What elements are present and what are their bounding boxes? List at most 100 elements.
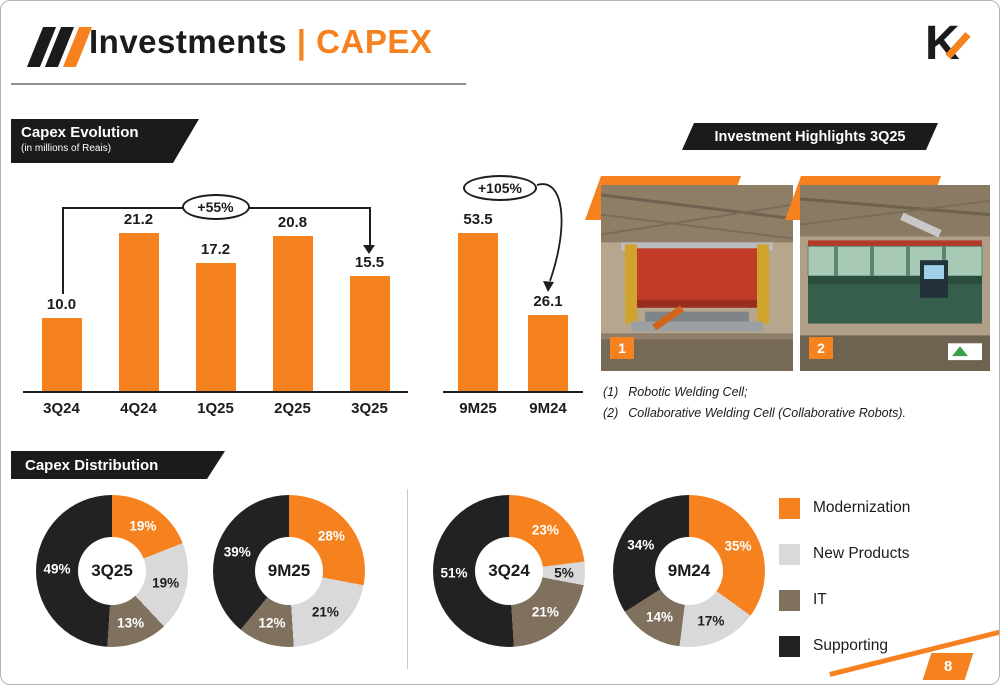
company-logo: K bbox=[925, 15, 979, 73]
capex-evolution-charts: 10.0 3Q24 21.2 4Q24 17.2 1Q25 20.8 2Q25 15.5 3Q25… bbox=[23, 175, 643, 433]
quarterly-capex-bar-chart: 10.0 3Q24 21.2 4Q24 17.2 1Q25 20.8 2Q25 15.5 3Q25… bbox=[23, 193, 408, 425]
bar-9M25 bbox=[458, 233, 498, 393]
capex-evolution-banner-title: Capex Evolution bbox=[21, 124, 139, 141]
x-axis-line bbox=[23, 391, 408, 393]
donut-center-label: 3Q25 bbox=[91, 561, 133, 580]
donut-segment-label: 13% bbox=[117, 615, 145, 631]
bar-category-label: 9M24 bbox=[529, 400, 567, 417]
photo-caption-2: (2) Collaborative Welding Cell (Collabora… bbox=[603, 406, 906, 420]
bar-category-label: 3Q24 bbox=[43, 400, 80, 417]
donut-segment-label: 14% bbox=[646, 609, 674, 625]
investment-highlights-banner: Investment Highlights 3Q25 bbox=[682, 123, 938, 150]
annotation-arrowhead-icon bbox=[362, 245, 375, 255]
annotation-bracket-right bbox=[368, 207, 371, 247]
donut-chart-9M25: 9M25 28% 21% 12% 39% bbox=[213, 495, 365, 647]
donut-segment-label: 19% bbox=[129, 518, 157, 533]
bar-value-label: 15.5 bbox=[354, 254, 385, 272]
x-axis-line bbox=[443, 391, 583, 393]
bar-value-label: 53.5 bbox=[463, 211, 493, 228]
legend-swatch-modernization bbox=[779, 497, 800, 519]
donut-segment-label: 34% bbox=[627, 537, 655, 552]
legend-label: New Products bbox=[813, 545, 910, 562]
bar-value-label: 20.8 bbox=[277, 214, 308, 232]
annotation-bracket-left bbox=[61, 207, 64, 294]
donut-hole: 3Q24 bbox=[475, 537, 543, 605]
legend-label: Modernization bbox=[813, 499, 911, 516]
bar-1Q25 bbox=[195, 263, 236, 393]
donut-center-label: 9M24 bbox=[667, 561, 711, 580]
bar-3Q24 bbox=[41, 317, 82, 393]
page-title-text: Investments bbox=[89, 23, 288, 60]
bar-3Q25 bbox=[349, 276, 390, 393]
donut-center-label: 3Q24 bbox=[488, 561, 530, 580]
annotation-label: +55% bbox=[181, 194, 250, 220]
legend-swatch-it bbox=[779, 589, 800, 611]
capex-distribution-banner: Capex Distribution bbox=[11, 451, 225, 479]
bar-category-label: 3Q25 bbox=[351, 400, 388, 417]
header-underline bbox=[11, 83, 466, 85]
donut-segment-label: 28% bbox=[317, 528, 345, 544]
legend-item-it: IT bbox=[779, 589, 910, 611]
bar-category-label: 4Q24 bbox=[120, 400, 157, 417]
photo-robotic-welding-cell: 1 bbox=[601, 185, 793, 371]
chart-legend: Modernization New Products IT Supporting bbox=[779, 497, 910, 657]
page-number-badge: 8 bbox=[922, 653, 974, 680]
bar-value-label: 10.0 bbox=[46, 295, 77, 313]
donut-segment-label: 39% bbox=[223, 544, 251, 560]
capex-evolution-banner-subtitle: (in millions of Reais) bbox=[21, 143, 112, 154]
legend-swatch-new-products bbox=[779, 543, 800, 565]
donut-segment-label: 49% bbox=[43, 561, 71, 577]
donut-chart-3Q25: 3Q25 19% 19% 13% 49% bbox=[36, 495, 188, 647]
donut-segment-label: 17% bbox=[697, 613, 725, 629]
caption-number: (2) bbox=[603, 406, 619, 420]
bar-category-label: 1Q25 bbox=[197, 400, 234, 417]
annotation-label: +105% bbox=[463, 175, 537, 201]
capex-distribution-area: 3Q25 19% 19% 13% 49% 9M25 28% 21% 12% 39% 3Q24 23% 5… bbox=[1, 487, 999, 679]
bar-9M24 bbox=[528, 314, 568, 393]
page-title-separator: | bbox=[296, 23, 307, 60]
donut-hole: 9M25 bbox=[255, 537, 323, 605]
donut-segment-label: 21% bbox=[531, 604, 559, 620]
bar-category-label: 2Q25 bbox=[274, 400, 311, 417]
page-number: 8 bbox=[943, 658, 953, 675]
bar-4Q24 bbox=[118, 233, 159, 393]
brand-slashes-icon bbox=[26, 27, 93, 72]
donut-center-label: 9M25 bbox=[267, 561, 311, 580]
caption-number: (1) bbox=[603, 385, 619, 399]
photo-number-badge: 1 bbox=[610, 337, 634, 359]
nine-month-capex-bar-chart: 53.5 9M25 26.1 9M24 +105% bbox=[443, 175, 583, 425]
bar-value-label: 21.2 bbox=[123, 211, 154, 228]
bar-value-label: 26.1 bbox=[533, 292, 563, 310]
bar-value-label: 17.2 bbox=[200, 241, 231, 259]
legend-swatch-supporting bbox=[779, 635, 800, 657]
donut-segment-label: 5% bbox=[554, 565, 574, 581]
donut-hole: 9M24 bbox=[655, 537, 723, 605]
donut-charts-row: 3Q25 19% 19% 13% 49% 9M25 28% 21% 12% 39% 3Q24 23% 5… bbox=[1, 487, 999, 679]
caption-text: Collaborative Welding Cell (Collaborativ… bbox=[628, 406, 906, 420]
donut-chart-3Q24: 3Q24 23% 5% 21% 51% bbox=[433, 495, 585, 647]
legend-item-new-products: New Products bbox=[779, 543, 910, 565]
bar-2Q25 bbox=[272, 236, 313, 393]
legend-item-modernization: Modernization bbox=[779, 497, 910, 519]
bar-category-label: 9M25 bbox=[459, 400, 497, 417]
legend-item-supporting: Supporting bbox=[779, 635, 910, 657]
donut-segment-label: 12% bbox=[258, 615, 286, 631]
photo-caption-1: (1) Robotic Welding Cell; bbox=[603, 385, 748, 399]
donut-segment-label: 35% bbox=[724, 538, 752, 554]
capex-evolution-banner: Capex Evolution (in millions of Reais) bbox=[11, 119, 199, 163]
donut-segment-label: 23% bbox=[531, 522, 559, 538]
donut-chart-9M24: 9M24 35% 17% 14% 34% bbox=[613, 495, 765, 647]
photo-number-badge: 2 bbox=[809, 337, 833, 359]
page-title: Investments | CAPEX bbox=[89, 23, 432, 61]
donut-segment-label: 21% bbox=[311, 604, 339, 620]
donut-segment-label: 51% bbox=[440, 565, 468, 581]
donut-segment-label: 19% bbox=[152, 575, 180, 591]
donut-hole: 3Q25 bbox=[78, 537, 146, 605]
caption-text: Robotic Welding Cell; bbox=[628, 385, 748, 399]
photo-collaborative-welding-cell: 2 bbox=[800, 185, 990, 371]
legend-label: Supporting bbox=[813, 637, 888, 654]
page-title-accent: CAPEX bbox=[316, 23, 433, 60]
divider-line bbox=[407, 489, 408, 669]
legend-label: IT bbox=[813, 591, 827, 608]
